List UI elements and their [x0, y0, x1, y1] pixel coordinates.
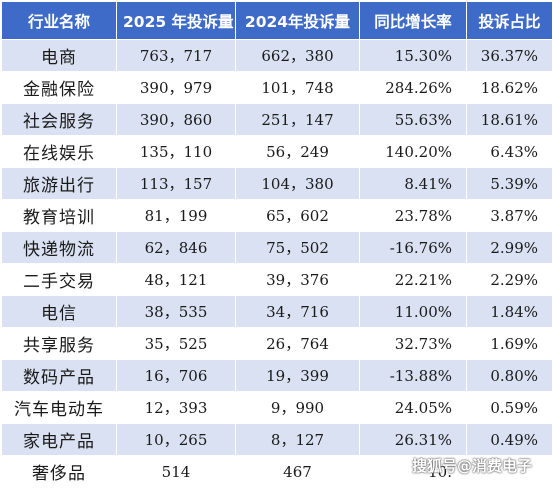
table-row: 教育培训 81，199 65，602 23.78% 3.87% — [1, 199, 553, 232]
count-2024-cell: 662，380 — [235, 39, 360, 72]
count-2024-cell: 251，147 — [235, 103, 360, 136]
header-2025-complaints: 2025 年投诉量 — [116, 1, 236, 40]
yoy-growth-cell: 55.63% — [359, 103, 467, 136]
industry-cell: 电信 — [1, 295, 117, 328]
table-body: 电商 763，717 662，380 15.30% 36.37% 金融保险 390，979 1… — [1, 39, 553, 488]
count-2024-cell: 101，748 — [235, 71, 360, 104]
yoy-growth-cell: 284.26% — [359, 71, 467, 104]
count-2025-cell: 135，110 — [116, 135, 236, 168]
table-row: 旅游出行 113，157 104，380 8.41% 5.39% — [1, 167, 553, 200]
count-2024-cell: 75，502 — [235, 231, 360, 264]
share-cell: 0.49% — [466, 423, 553, 456]
count-2025-cell: 390，979 — [116, 71, 236, 104]
header-yoy-growth: 同比增长率 — [359, 1, 467, 40]
header-row: 行业名称 2025 年投诉量 2024年投诉量 同比增长率 投诉占比 — [1, 1, 553, 40]
table-row: 共享服务 35，525 26，764 32.73% 1.69% — [1, 327, 553, 360]
count-2024-cell: 8，127 — [235, 423, 360, 456]
industry-cell: 二手交易 — [1, 263, 117, 296]
count-2024-cell: 65，602 — [235, 199, 360, 232]
count-2025-cell: 38，535 — [116, 295, 236, 328]
table-header: 行业名称 2025 年投诉量 2024年投诉量 同比增长率 投诉占比 — [1, 1, 553, 40]
yoy-growth-cell: 26.31% — [359, 423, 467, 456]
industry-cell: 家电产品 — [1, 423, 117, 456]
table-row: 二手交易 48，121 39，376 22.21% 2.29% — [1, 263, 553, 296]
count-2024-cell: 19，399 — [235, 359, 360, 392]
table-row: 奢侈品 514 467 10. — [1, 455, 553, 488]
share-cell: 2.99% — [466, 231, 553, 264]
share-cell: 1.69% — [466, 327, 553, 360]
industry-cell: 汽车电动车 — [1, 391, 117, 424]
count-2024-cell: 56，249 — [235, 135, 360, 168]
yoy-growth-cell: 23.78% — [359, 199, 467, 232]
yoy-growth-cell: 24.05% — [359, 391, 467, 424]
share-cell: 36.37% — [466, 39, 553, 72]
header-share: 投诉占比 — [466, 1, 553, 40]
count-2024-cell: 39，376 — [235, 263, 360, 296]
industry-cell: 数码产品 — [1, 359, 117, 392]
share-cell: 6.43% — [466, 135, 553, 168]
share-cell: 0.59% — [466, 391, 553, 424]
share-cell — [466, 455, 553, 488]
header-2024-complaints: 2024年投诉量 — [235, 1, 360, 40]
count-2024-cell: 9，990 — [235, 391, 360, 424]
count-2025-cell: 113，157 — [116, 167, 236, 200]
header-industry: 行业名称 — [1, 1, 117, 40]
share-cell: 5.39% — [466, 167, 553, 200]
count-2025-cell: 16，706 — [116, 359, 236, 392]
yoy-growth-cell: 10. — [359, 455, 467, 488]
yoy-growth-cell: 15.30% — [359, 39, 467, 72]
industry-cell: 金融保险 — [1, 71, 117, 104]
yoy-growth-cell: 22.21% — [359, 263, 467, 296]
count-2025-cell: 81，199 — [116, 199, 236, 232]
industry-cell: 旅游出行 — [1, 167, 117, 200]
watermark-text: 搜狐号@消费电子 — [412, 457, 533, 475]
share-cell: 0.80% — [466, 359, 553, 392]
table-row: 数码产品 16，706 19，399 -13.88% 0.80% — [1, 359, 553, 392]
count-2024-cell: 467 — [235, 455, 360, 488]
table-row: 在线娱乐 135，110 56，249 140.20% 6.43% — [1, 135, 553, 168]
industry-cell: 奢侈品 — [1, 455, 117, 488]
yoy-growth-cell: 32.73% — [359, 327, 467, 360]
count-2025-cell: 62，846 — [116, 231, 236, 264]
yoy-growth-cell: 11.00% — [359, 295, 467, 328]
table-row: 家电产品 10，265 8，127 26.31% 0.49% — [1, 423, 553, 456]
share-cell: 1.84% — [466, 295, 553, 328]
table-row: 电信 38，535 34，716 11.00% 1.84% — [1, 295, 553, 328]
share-cell: 18.62% — [466, 71, 553, 104]
industry-cell: 电商 — [1, 39, 117, 72]
share-cell: 18.61% — [466, 103, 553, 136]
table-row: 金融保险 390，979 101，748 284.26% 18.62% — [1, 71, 553, 104]
count-2025-cell: 10，265 — [116, 423, 236, 456]
count-2025-cell: 12，393 — [116, 391, 236, 424]
yoy-growth-cell: -16.76% — [359, 231, 467, 264]
industry-cell: 教育培训 — [1, 199, 117, 232]
count-2025-cell: 514 — [116, 455, 236, 488]
table-row: 电商 763，717 662，380 15.30% 36.37% — [1, 39, 553, 72]
industry-cell: 快递物流 — [1, 231, 117, 264]
count-2025-cell: 35，525 — [116, 327, 236, 360]
share-cell: 2.29% — [466, 263, 553, 296]
industry-cell: 社会服务 — [1, 103, 117, 136]
share-cell: 3.87% — [466, 199, 553, 232]
count-2024-cell: 26，764 — [235, 327, 360, 360]
count-2025-cell: 763，717 — [116, 39, 236, 72]
yoy-growth-cell: 140.20% — [359, 135, 467, 168]
table-row: 社会服务 390，860 251，147 55.63% 18.61% — [1, 103, 553, 136]
yoy-growth-cell: 8.41% — [359, 167, 467, 200]
count-2024-cell: 34，716 — [235, 295, 360, 328]
yoy-growth-cell: -13.88% — [359, 359, 467, 392]
industry-cell: 在线娱乐 — [1, 135, 117, 168]
count-2025-cell: 48，121 — [116, 263, 236, 296]
industry-cell: 共享服务 — [1, 327, 117, 360]
count-2024-cell: 104，380 — [235, 167, 360, 200]
count-2025-cell: 390，860 — [116, 103, 236, 136]
table-row: 汽车电动车 12，393 9，990 24.05% 0.59% — [1, 391, 553, 424]
table-row: 快递物流 62，846 75，502 -16.76% 2.99% — [1, 231, 553, 264]
